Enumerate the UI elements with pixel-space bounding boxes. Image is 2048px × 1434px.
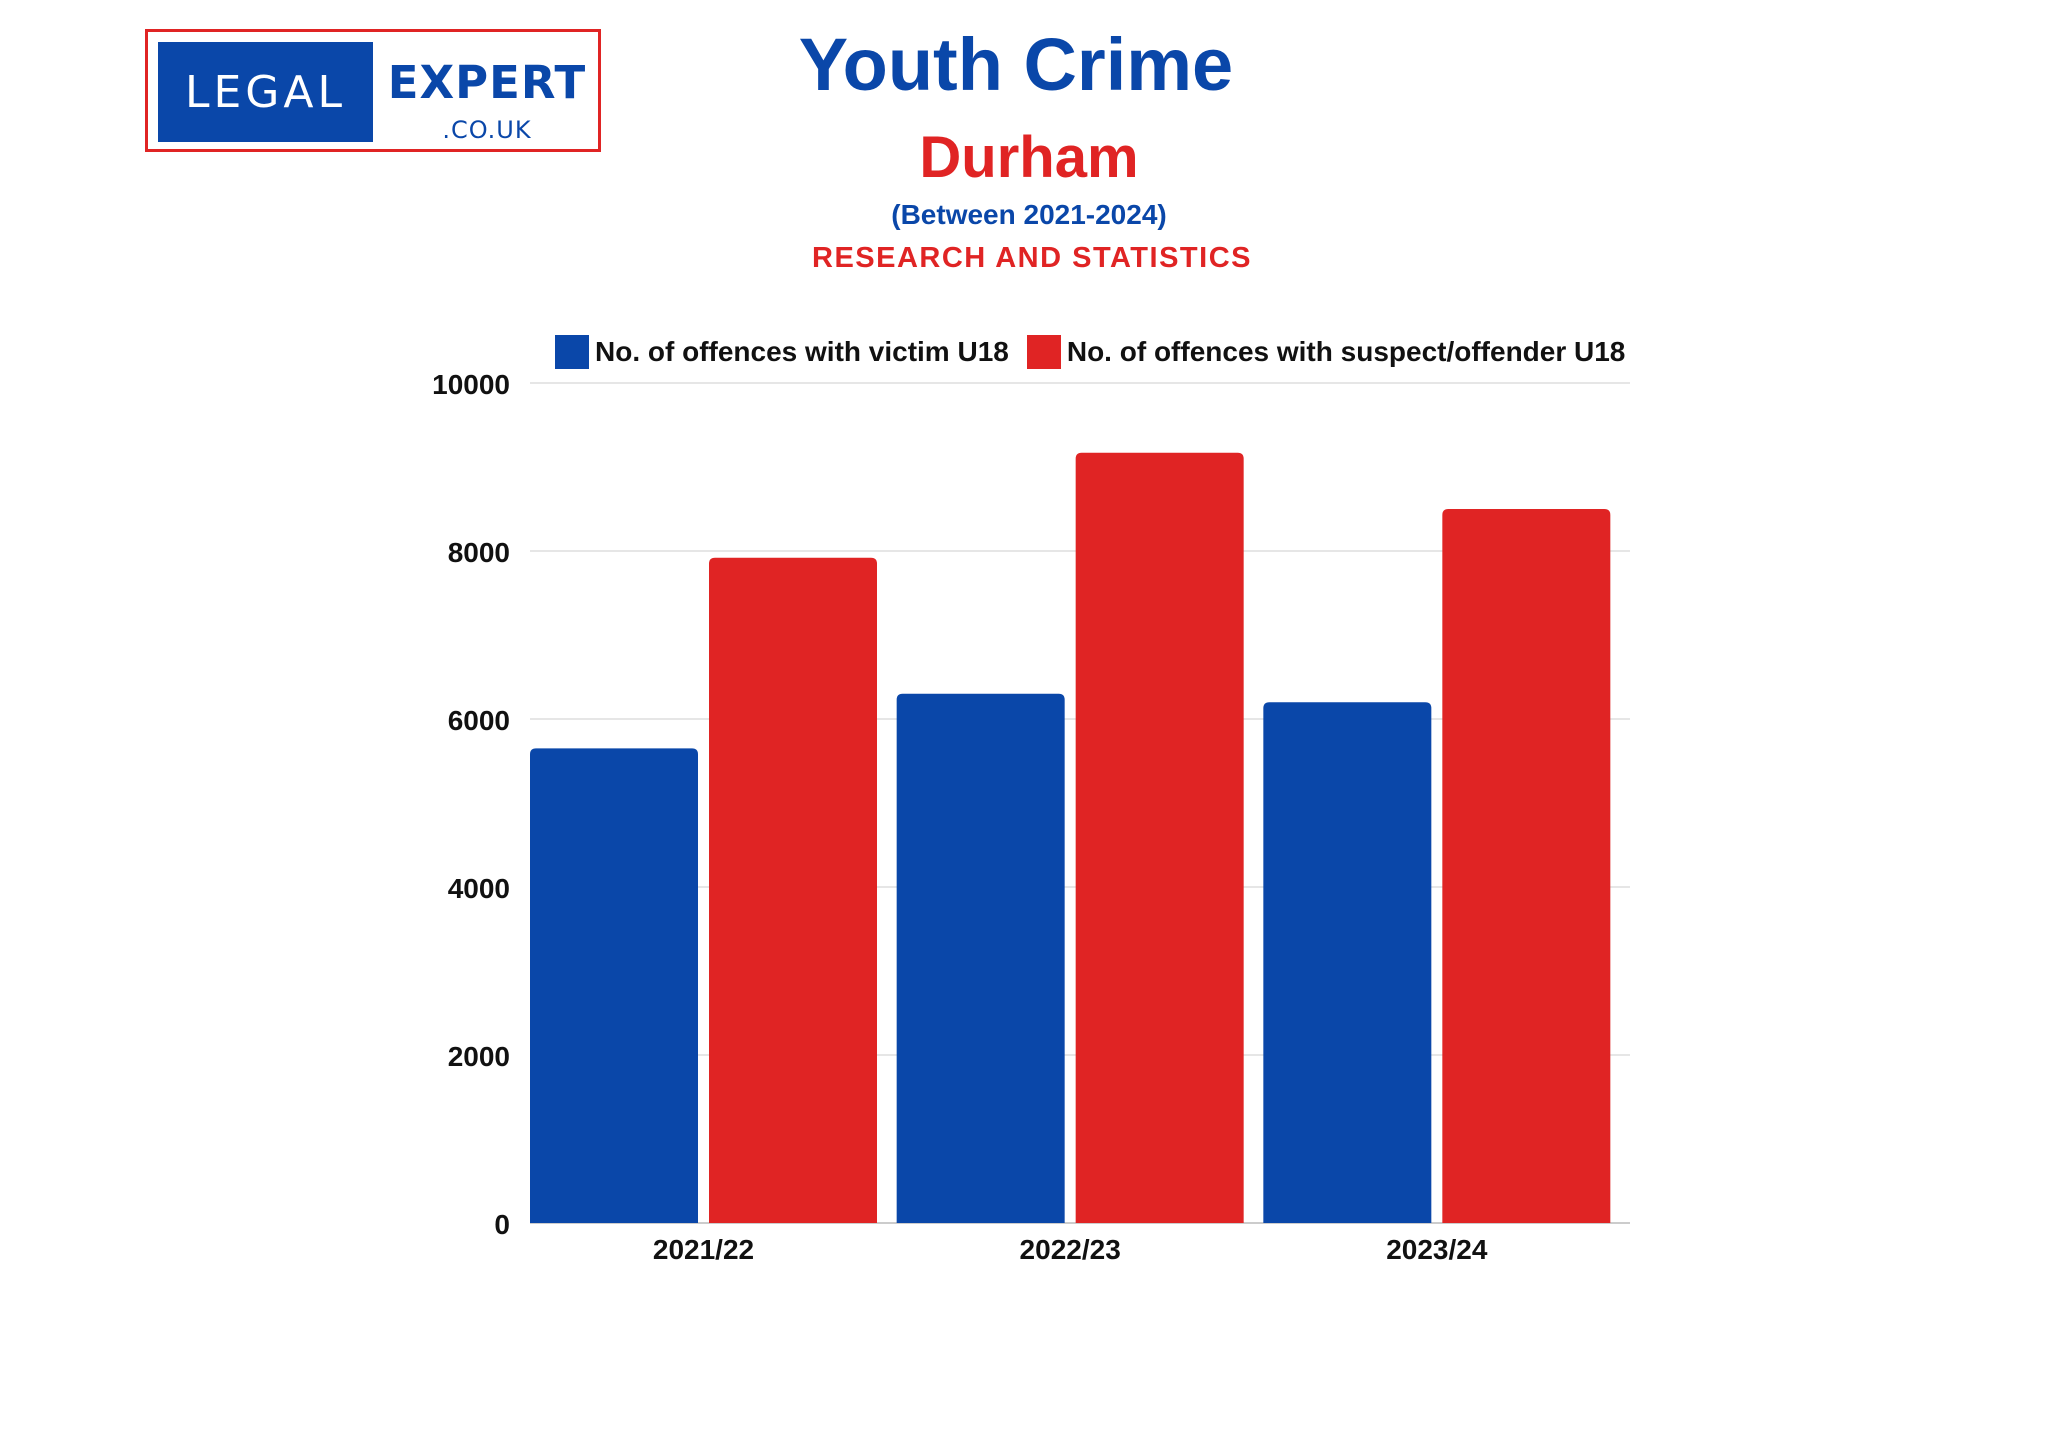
chart-legend: No. of offences with victim U18 No. of o…	[555, 335, 1643, 369]
bar-suspect	[1442, 509, 1611, 1223]
legal-expert-logo: LEGAL EXPERT .CO.UK	[145, 29, 601, 152]
bar-suspect	[709, 557, 877, 1223]
y-tick-label: 6000	[448, 705, 510, 736]
y-tick-label: 4000	[448, 873, 510, 904]
chart-period: (Between 2021-2024)	[891, 199, 1167, 230]
legend-label-victim: No. of offences with victim U18	[595, 336, 1009, 367]
legend-swatch-victim	[555, 335, 589, 369]
legend-label-suspect: No. of offences with suspect/offender U1…	[1066, 336, 1626, 367]
x-tick-label: 2023/24	[1386, 1234, 1488, 1265]
legend-item-victim: No. of offences with victim U18	[555, 335, 1009, 369]
logo-left-block: LEGAL	[158, 42, 373, 142]
x-tick-label: 2021/22	[653, 1234, 754, 1265]
bar-suspect	[1075, 452, 1244, 1224]
bar-victim	[1263, 702, 1432, 1223]
legend-swatch-suspect	[1026, 335, 1061, 369]
bar-victim	[896, 693, 1065, 1223]
x-tick-label: 2022/23	[1020, 1234, 1121, 1265]
y-tick-label: 10000	[432, 369, 510, 400]
y-tick-label: 8000	[448, 537, 510, 568]
logo-expert-text: EXPERT	[387, 56, 587, 109]
logo-domain-text: .CO.UK	[442, 116, 532, 144]
y-tick-label: 2000	[448, 1041, 510, 1072]
y-tick-label: 0	[494, 1209, 510, 1240]
chart-section-label: RESEARCH AND STATISTICS	[812, 242, 1252, 274]
legend-item-suspect: No. of offences with suspect/offender U1…	[1026, 335, 1626, 369]
bar-victim	[530, 748, 698, 1223]
chart-subtitle: Durham	[919, 125, 1139, 190]
chart-title: Youth Crime	[798, 23, 1234, 106]
